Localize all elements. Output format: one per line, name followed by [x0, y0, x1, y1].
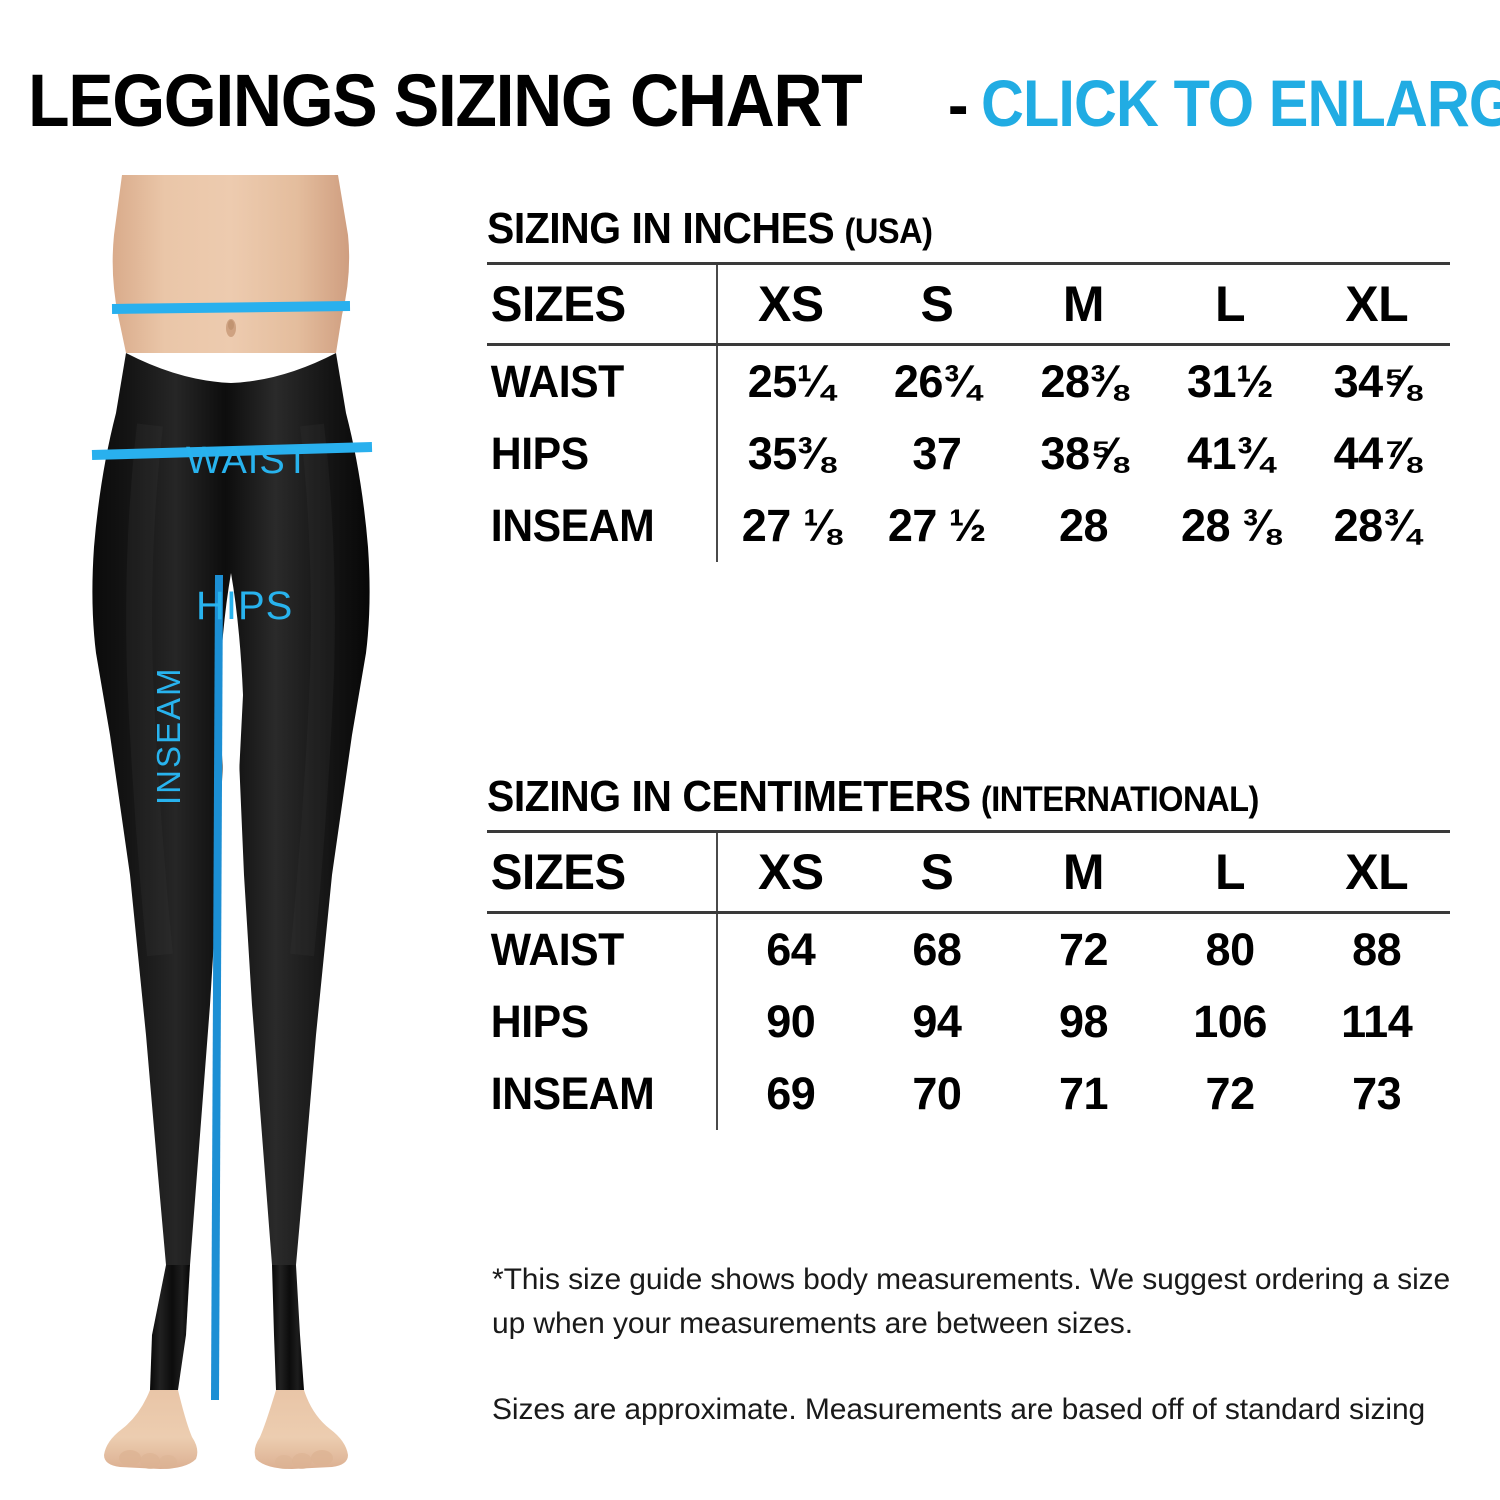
inches-row-label-hips: HIPS [487, 418, 707, 490]
cm-col-xl: XL [1303, 833, 1450, 914]
cm-col-s: S [863, 833, 1011, 914]
cm-waist-m: 72 [1058, 924, 1109, 975]
inches-inseam-s: 27 ½ [887, 500, 987, 551]
cm-inseam-xs: 69 [766, 1068, 816, 1119]
inches-waist-l: 31½ [1187, 356, 1274, 407]
leggings-garment [92, 353, 370, 1265]
cm-col-sizes: SIZES [487, 833, 707, 914]
table-row: INSEAM 27 ⅛ 27 ½ 28 28 ⅜ 28¾ [487, 490, 1450, 562]
table-row: WAIST 64 68 72 80 88 [487, 912, 1450, 986]
cm-hips-xs: 90 [766, 996, 816, 1047]
cm-title-rule [487, 830, 1450, 833]
inches-inseam-xs: 27 ⅛ [741, 500, 841, 551]
inches-inseam-m: 28 [1058, 500, 1109, 551]
feet [104, 1390, 348, 1469]
footnote-size-guide: *This size guide shows body measurements… [492, 1263, 1451, 1340]
click-to-enlarge-label[interactable]: CLICK TO ENLARGE [980, 66, 1500, 140]
inches-col-xl: XL [1303, 265, 1450, 346]
inches-title-rule [487, 262, 1450, 265]
cm-waist-xl: 88 [1352, 924, 1402, 975]
cm-row-label-hips: HIPS [487, 986, 707, 1058]
cm-title-sub: (INTERNATIONAL) [980, 780, 1260, 819]
inseam-guide-line [211, 574, 223, 1401]
cm-row-label-inseam: INSEAM [487, 1058, 707, 1130]
footnote-approximate: Sizes are approximate. Measurements are … [492, 1392, 1426, 1426]
leggings-measurement-diagram[interactable]: WAIST HIPS INSEAM [0, 175, 460, 1475]
inches-size-table: SIZES XS S M L XL WAIST 25¼ 26¾ 28⅜ 31½ … [487, 265, 1450, 562]
inches-waist-m: 28⅜ [1040, 356, 1127, 407]
cm-inseam-s: 70 [912, 1068, 962, 1119]
inches-row-label-waist: WAIST [487, 344, 707, 418]
cm-table-title: SIZING IN CENTIMETERS (INTERNATIONAL) [487, 775, 1384, 819]
cm-hips-m: 98 [1058, 996, 1109, 1047]
cm-col-l: L [1156, 833, 1304, 914]
inches-col-s: S [863, 265, 1011, 346]
page-title-main: LEGGINGS SIZING CHART [28, 59, 863, 142]
inches-inseam-xl: 28¾ [1333, 500, 1421, 551]
table-row: INSEAM 69 70 71 72 73 [487, 1058, 1450, 1130]
cm-row-label-waist: WAIST [487, 912, 707, 986]
inches-hips-xl: 44⅞ [1333, 428, 1421, 479]
inches-header-row: SIZES XS S M L XL [487, 265, 1450, 346]
inches-title-main: SIZING IN INCHES [487, 204, 835, 253]
inches-hips-m: 38⅝ [1040, 428, 1127, 479]
inches-hips-l: 41¾ [1187, 428, 1274, 479]
page-title: LEGGINGS SIZING CHART - CLICK TO ENLARGE [28, 58, 1500, 142]
inches-title-sub: (USA) [844, 212, 933, 251]
inches-hips-s: 37 [912, 428, 962, 479]
inches-waist-xs: 25¼ [747, 356, 835, 407]
waist-guide-line [111, 301, 351, 314]
cm-waist-xs: 64 [766, 924, 816, 975]
table-row: HIPS 90 94 98 106 114 [487, 986, 1450, 1058]
inches-inseam-l: 28 ⅜ [1181, 500, 1280, 551]
inches-table-title: SIZING IN INCHES (USA) [487, 207, 1384, 251]
cm-waist-l: 80 [1205, 924, 1256, 975]
cm-inseam-l: 72 [1205, 1068, 1256, 1119]
leggings-figure-svg [91, 175, 373, 1469]
lower-legs [150, 1265, 304, 1390]
cm-inseam-m: 71 [1058, 1068, 1109, 1119]
cm-header-row: SIZES XS S M L XL [487, 833, 1450, 914]
inches-row-label-inseam: INSEAM [487, 490, 707, 562]
footnotes: *This size guide shows body measurements… [492, 1258, 1452, 1431]
inches-hips-xs: 35⅜ [747, 428, 835, 479]
table-row: HIPS 35⅜ 37 38⅝ 41¾ 44⅞ [487, 418, 1450, 490]
inches-col-xs: XS [717, 265, 864, 346]
inches-col-m: M [1010, 265, 1157, 346]
inches-table-block: SIZING IN INCHES (USA) SIZES XS S M L XL… [487, 207, 1452, 562]
inches-col-l: L [1156, 265, 1304, 346]
table-row: WAIST 25¼ 26¾ 28⅜ 31½ 34⅝ [487, 344, 1450, 418]
centimeters-table-block: SIZING IN CENTIMETERS (INTERNATIONAL) SI… [487, 775, 1452, 1130]
cm-waist-s: 68 [912, 924, 962, 975]
inches-col-sizes: SIZES [487, 265, 707, 346]
cm-hips-xl: 114 [1341, 996, 1413, 1047]
hips-guide-line [91, 442, 373, 460]
cm-col-xs: XS [717, 833, 864, 914]
inches-waist-s: 26¾ [893, 356, 981, 407]
cm-hips-l: 106 [1193, 996, 1267, 1047]
page-title-dash: - [947, 69, 969, 142]
cm-col-m: M [1010, 833, 1157, 914]
torso-skin [112, 175, 350, 353]
inches-waist-xl: 34⅝ [1333, 356, 1421, 407]
cm-hips-s: 94 [912, 996, 962, 1047]
cm-inseam-xl: 73 [1352, 1068, 1402, 1119]
cm-size-table: SIZES XS S M L XL WAIST 64 68 72 80 88 H… [487, 833, 1450, 1130]
cm-title-main: SIZING IN CENTIMETERS [487, 772, 971, 821]
